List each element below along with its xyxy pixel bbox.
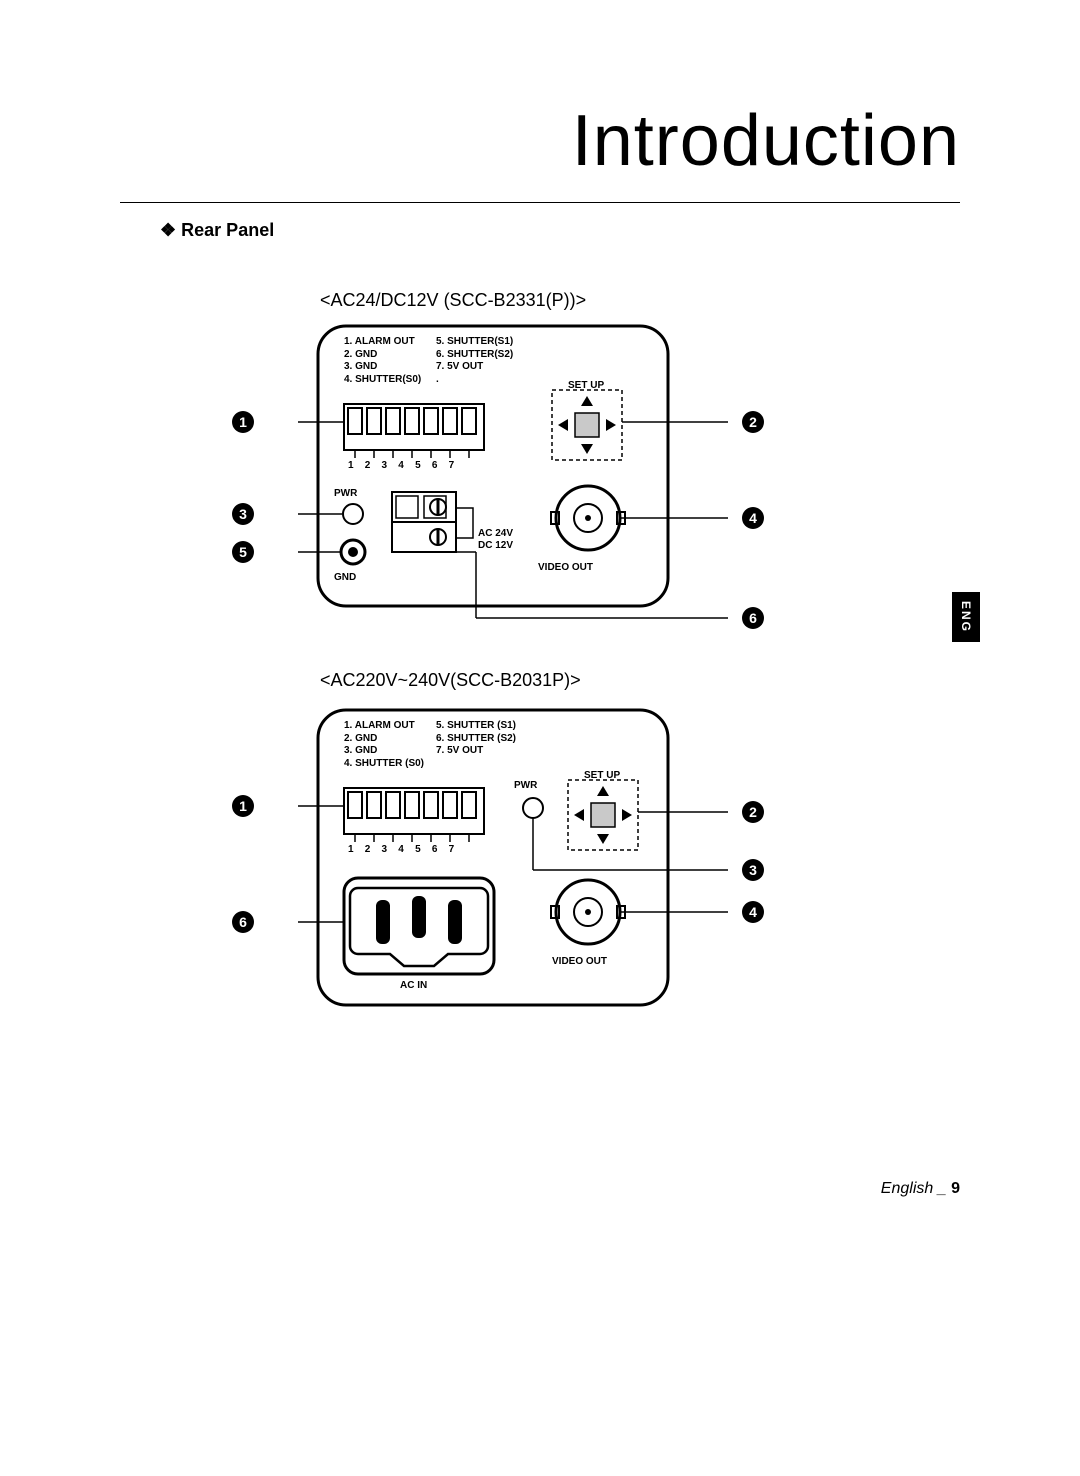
d1-videoout-label: VIDEO OUT — [538, 562, 593, 573]
d2-pwr-label: PWR — [514, 780, 537, 791]
d1-callout-1: 1 — [232, 410, 254, 433]
pwr-led — [523, 798, 543, 818]
d1-gnd-label: GND — [334, 572, 356, 583]
pwr-led — [343, 504, 363, 524]
d2-callout-3: 3 — [742, 858, 764, 881]
language-tab: ENG — [952, 592, 980, 642]
footer-pagenum: 9 — [951, 1180, 960, 1197]
d1-callout-3: 3 — [232, 502, 254, 525]
diagram2: 1. ALARM OUT 2. GND 3. GND 4. SHUTTER (S… — [298, 702, 798, 1027]
section-text: Rear Panel — [181, 220, 274, 240]
leader-lines — [298, 422, 728, 618]
diagram1: 1. ALARM OUT 2. GND 3. GND 4. SHUTTER(S0… — [298, 318, 798, 633]
d1-callout-4: 4 — [742, 506, 764, 529]
leader-lines — [298, 806, 728, 922]
d2-setup-label: SET UP — [584, 770, 620, 781]
d2-callout-4: 4 — [742, 900, 764, 923]
d2-acin-label: AC IN — [400, 980, 427, 991]
d1-callout-2: 2 — [742, 410, 764, 433]
diagram2-caption: <AC220V~240V(SCC-B2031P)> — [320, 670, 581, 691]
setup-control — [552, 390, 622, 460]
page-footer: English _ 9 — [881, 1180, 960, 1198]
diagram1-caption: <AC24/DC12V (SCC-B2331(P))> — [320, 290, 586, 311]
page-title: Introduction — [572, 100, 960, 182]
footer-dash: _ — [938, 1180, 947, 1197]
d2-callout-6: 6 — [232, 910, 254, 933]
d2-terminal-numbers: 1234567 — [348, 844, 465, 855]
d1-dc12v-label: DC 12V — [478, 540, 513, 551]
d1-pwr-label: PWR — [334, 488, 357, 499]
gnd-terminal — [341, 540, 365, 564]
power-terminal — [392, 492, 456, 552]
d2-callout-1: 1 — [232, 794, 254, 817]
d2-legend-left: 1. ALARM OUT 2. GND 3. GND 4. SHUTTER (S… — [344, 720, 424, 770]
d1-terminal-numbers: 1234567 — [348, 460, 465, 471]
footer-lang: English — [881, 1180, 933, 1197]
d2-legend-right: 5. SHUTTER (S1) 6. SHUTTER (S2) 7. 5V OU… — [436, 720, 516, 758]
video-out-bnc — [551, 880, 625, 944]
d1-callout-5: 5 — [232, 540, 254, 563]
ac-in-socket — [344, 878, 494, 974]
d1-legend-left: 1. ALARM OUT 2. GND 3. GND 4. SHUTTER(S0… — [344, 336, 421, 386]
section-heading: ❖ Rear Panel — [160, 220, 274, 241]
d2-callout-2: 2 — [742, 800, 764, 823]
d2-videoout-label: VIDEO OUT — [552, 956, 607, 967]
section-bullet-icon: ❖ — [160, 220, 176, 240]
d1-ac24v-label: AC 24V — [478, 528, 513, 539]
d1-callout-6: 6 — [742, 606, 764, 629]
d1-legend-right: 5. SHUTTER(S1) 6. SHUTTER(S2) 7. 5V OUT … — [436, 336, 513, 386]
terminal-block — [344, 788, 484, 842]
title-rule — [120, 202, 960, 203]
d1-setup-label: SET UP — [568, 380, 604, 391]
setup-control — [568, 780, 638, 850]
video-out-bnc — [551, 486, 625, 550]
terminal-block — [344, 404, 484, 458]
